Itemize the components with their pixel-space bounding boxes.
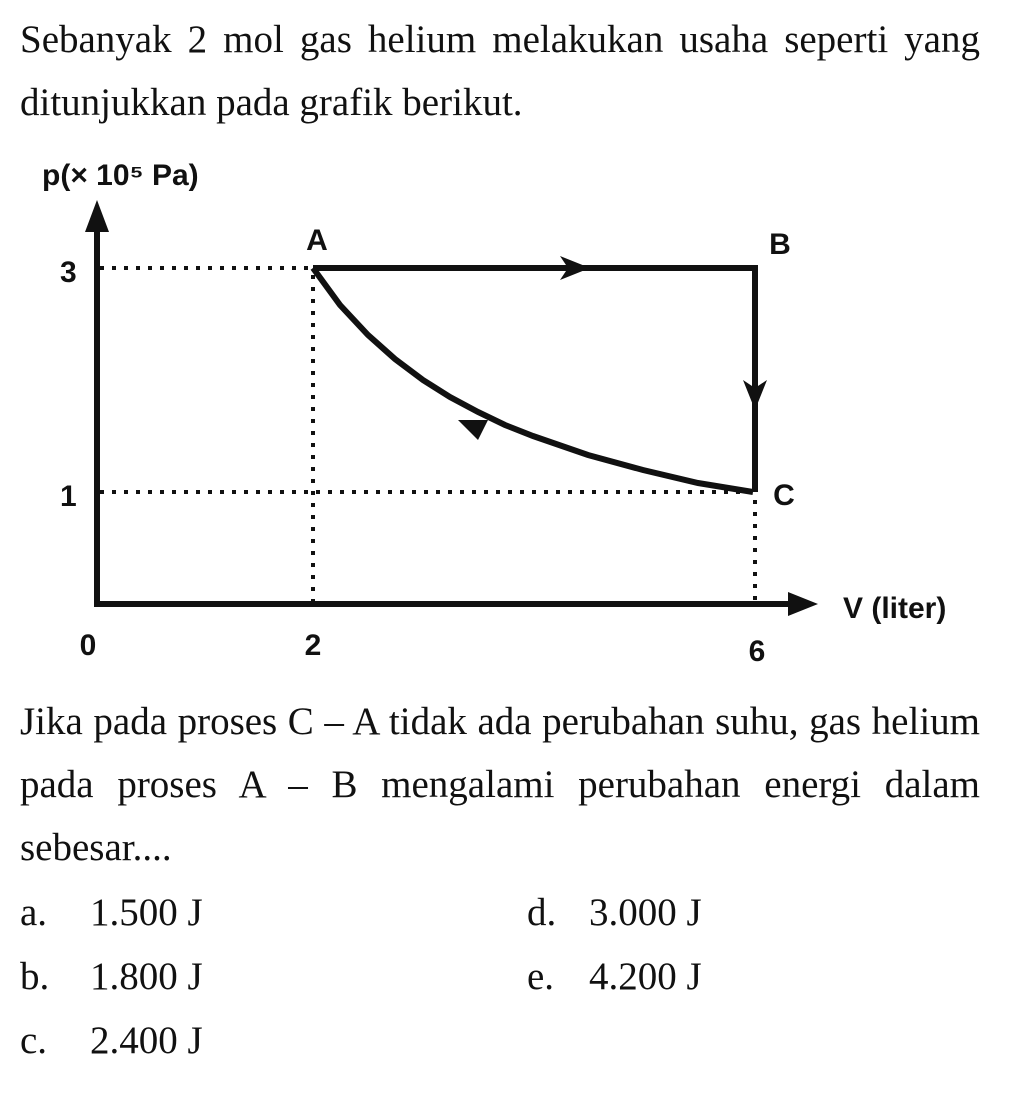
- option-letter: c.: [20, 1019, 48, 1062]
- x-axis-arrow: [788, 592, 818, 616]
- x-tick-label: 2: [305, 629, 322, 662]
- diagram-lines: [94, 215, 800, 607]
- direction-arrow: [560, 256, 590, 280]
- point-label: A: [306, 224, 328, 257]
- y-tick-label: 1: [60, 480, 77, 513]
- y-tick-label: 3: [60, 256, 77, 289]
- process-c-a: [310, 266, 754, 495]
- option: c. 2.400 J: [20, 1016, 203, 1066]
- x-axis-label: V (liter): [843, 592, 946, 625]
- process-a-b-c: [313, 265, 758, 492]
- option-text: 3.000 J: [589, 891, 702, 934]
- question-text: Jika pada proses C – A tidak ada perubah…: [20, 700, 980, 869]
- arrows: [85, 200, 818, 616]
- pv-diagram: p(× 10⁵ Pa) V (liter) 3 1 0 2 6 A B C: [42, 159, 946, 668]
- option: b. 1.800 J: [20, 952, 203, 1002]
- option-letter: a.: [20, 891, 48, 934]
- option-letter: d.: [527, 891, 557, 934]
- option-letter: b.: [20, 955, 50, 998]
- point-label: C: [773, 479, 795, 512]
- option-letter: e.: [527, 955, 555, 998]
- direction-arrow: [743, 380, 767, 410]
- option: a. 1.500 J: [20, 888, 203, 938]
- option: d. 3.000 J: [527, 888, 702, 938]
- option-text: 4.200 J: [589, 955, 702, 998]
- intro-text: Sebanyak 2 mol gas helium melakukan usah…: [20, 18, 980, 124]
- y-axis-arrow: [85, 200, 109, 232]
- point-label: B: [769, 228, 791, 261]
- x-tick-label: 6: [749, 635, 766, 668]
- option-text: 1.800 J: [90, 955, 203, 998]
- direction-arrow: [458, 420, 488, 440]
- option: e. 4.200 J: [527, 952, 702, 1002]
- option-text: 1.500 J: [90, 891, 203, 934]
- option-text: 2.400 J: [90, 1019, 203, 1062]
- x-tick-label: 0: [80, 629, 97, 662]
- y-axis-label: p(× 10⁵ Pa): [42, 159, 199, 192]
